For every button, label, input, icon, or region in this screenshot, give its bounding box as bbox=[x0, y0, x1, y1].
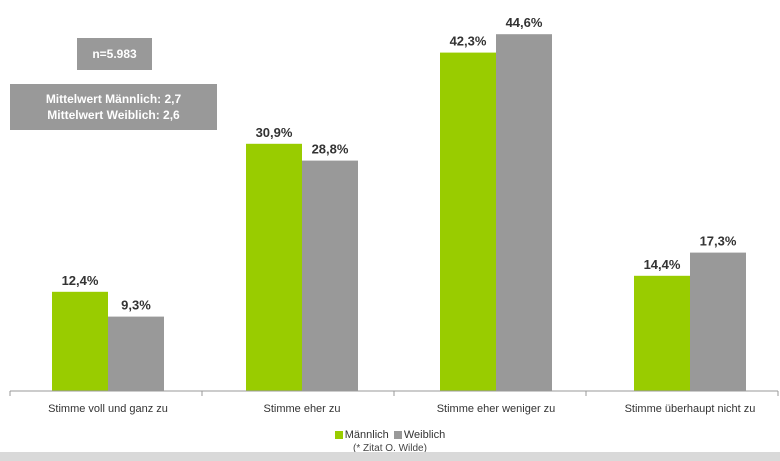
legend-label-female: Weiblich bbox=[403, 429, 446, 441]
mean-values-box: Mittelwert Männlich: 2,7 Mittelwert Weib… bbox=[10, 84, 217, 130]
mean-female-text: Mittelwert Weiblich: 2,6 bbox=[47, 108, 180, 122]
legend-swatch-female bbox=[393, 431, 402, 439]
footnote: (* Zitat O. Wilde) bbox=[353, 443, 427, 454]
legend-entry-female: Weiblich bbox=[393, 429, 446, 441]
bar-male-2 bbox=[246, 143, 302, 391]
legend-swatch-male bbox=[334, 431, 343, 439]
bar-female-2 bbox=[302, 160, 358, 391]
category-label-1: Stimme voll und ganz zu bbox=[48, 403, 168, 415]
value-label-male-2: 30,9% bbox=[256, 125, 293, 140]
bar-male-3 bbox=[440, 52, 496, 391]
category-labels-group: Stimme voll und ganz zu Stimme eher zu Sti… bbox=[9, 391, 779, 415]
footer-strip bbox=[0, 452, 780, 461]
bar-female-1 bbox=[108, 316, 164, 391]
value-label-female-1: 9,3% bbox=[121, 298, 151, 313]
bar-female-3 bbox=[496, 34, 552, 391]
category-label-4: Stimme überhaupt nicht zu bbox=[625, 403, 756, 415]
value-label-female-2: 28,8% bbox=[312, 142, 349, 157]
category-label-3: Stimme eher weniger zu bbox=[437, 403, 556, 415]
category-label-2: Stimme eher zu bbox=[263, 403, 340, 415]
bar-female-4 bbox=[690, 252, 746, 391]
value-label-male-3: 42,3% bbox=[450, 34, 487, 49]
value-label-female-3: 44,6% bbox=[506, 15, 543, 30]
legend: Männlich Weiblich bbox=[0, 429, 780, 441]
legend-label-male: Männlich bbox=[344, 429, 389, 441]
sample-size-text: n=5.983 bbox=[92, 47, 137, 61]
bar-male-1 bbox=[52, 291, 108, 391]
value-labels-group: 12,4% 9,3% 30,9% 28,8% 42,3% 44,6% 14,4% 17,3% bbox=[62, 15, 737, 312]
sample-size-box: n=5.983 bbox=[77, 38, 152, 70]
value-label-male-4: 14,4% bbox=[644, 257, 681, 272]
mean-male-text: Mittelwert Männlich: 2,7 bbox=[45, 92, 182, 106]
legend-entry-male: Männlich bbox=[334, 429, 392, 441]
bars-group bbox=[52, 34, 746, 391]
bar-male-4 bbox=[634, 275, 690, 391]
value-label-male-1: 12,4% bbox=[62, 273, 99, 288]
value-label-female-4: 17,3% bbox=[700, 234, 737, 249]
